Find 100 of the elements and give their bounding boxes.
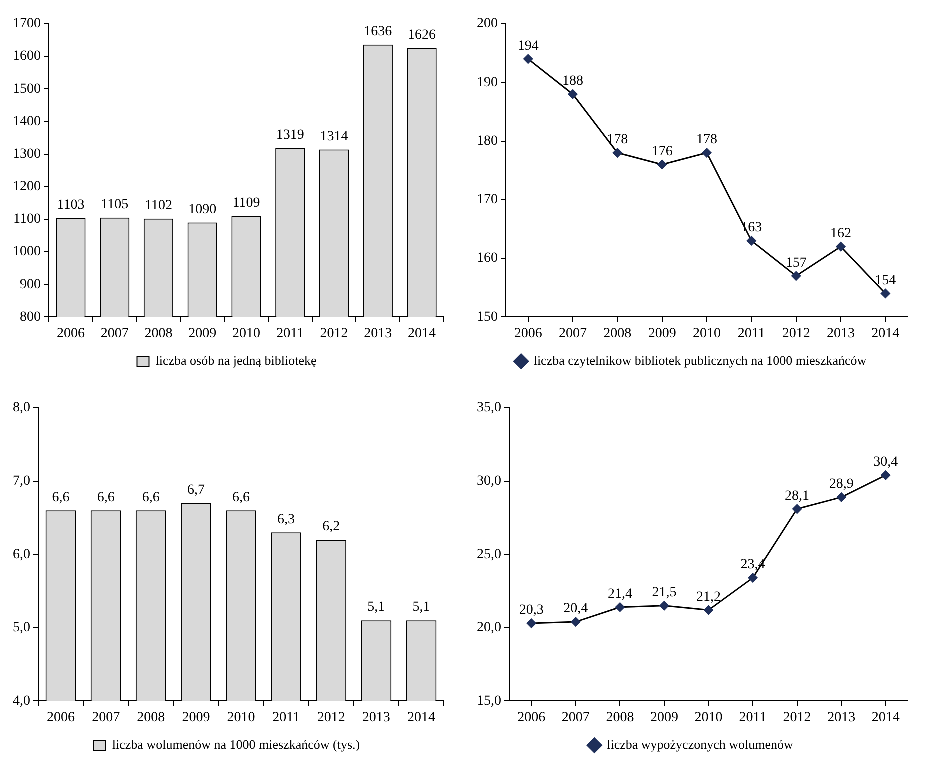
data-label: 1636 [364, 24, 392, 40]
data-label: 154 [875, 273, 896, 288]
y-tick-label: 180 [477, 134, 498, 149]
x-tick-label: 2011 [272, 710, 300, 726]
data-label: 6,6 [52, 490, 70, 506]
legend-label: liczba wolumenów na 1000 mieszkańców (tys.) [112, 736, 360, 752]
data-label: 194 [518, 38, 539, 54]
x-tick-label: 2013 [827, 326, 855, 342]
y-tick-label: 1500 [13, 82, 41, 97]
y-tick-label: 30,0 [477, 474, 502, 489]
x-tick-label: 2007 [562, 710, 590, 726]
x-tick-label: 2010 [227, 710, 256, 726]
x-tick-label: 2013 [828, 710, 856, 726]
x-tick-label: 2006 [47, 710, 76, 726]
x-tick-label: 2014 [872, 710, 900, 726]
data-label: 1105 [101, 198, 129, 213]
data-label: 1319 [276, 128, 304, 143]
data-label: 6,6 [97, 490, 115, 506]
x-tick-label: 2006 [518, 710, 546, 726]
x-tick-label: 2010 [694, 710, 723, 726]
data-label: 188 [562, 74, 584, 90]
x-tick-label: 2009 [650, 710, 678, 726]
y-tick-label: 15,0 [477, 694, 502, 709]
data-label: 5,1 [368, 600, 386, 616]
x-tick-label: 2012 [782, 326, 810, 342]
x-tick-label: 2010 [232, 326, 260, 342]
data-label: 30,4 [874, 455, 898, 470]
x-tick-label: 2014 [872, 326, 900, 342]
x-tick-label: 2012 [317, 710, 346, 726]
x-tick-label: 2008 [137, 710, 166, 726]
y-tick-label: 25,0 [477, 547, 502, 562]
y-tick-label: 200 [477, 16, 498, 32]
y-tick-label: 800 [20, 310, 41, 325]
data-label: 20,3 [519, 603, 544, 618]
x-tick-label: 2013 [362, 710, 390, 726]
y-tick-label: 190 [477, 75, 498, 90]
legend-label: liczba czytelnikow bibliotek publicznych na 1000 mieszkańców [534, 352, 868, 368]
data-label: 6,3 [278, 512, 296, 528]
data-label: 6,6 [142, 490, 160, 506]
x-tick-label: 2007 [92, 710, 120, 726]
data-label: 157 [786, 256, 807, 271]
x-tick-label: 2014 [407, 710, 436, 726]
x-tick-label: 2007 [100, 326, 129, 342]
y-tick-label: 35,0 [477, 400, 502, 416]
y-tick-label: 1400 [13, 114, 41, 130]
data-label: 178 [696, 132, 718, 148]
y-tick-label: 6,0 [13, 547, 30, 562]
x-tick-label: 2011 [738, 326, 766, 342]
x-tick-label: 2012 [783, 710, 812, 726]
legend-label: liczba osób na jedną bibliotekę [156, 352, 317, 368]
x-tick-label: 2008 [144, 326, 173, 342]
x-tick-label: 2014 [408, 326, 436, 342]
y-tick-label: 150 [477, 310, 498, 325]
data-label: 1103 [57, 198, 85, 214]
y-tick-label: 900 [20, 277, 41, 292]
data-label: 162 [830, 226, 852, 242]
x-tick-label: 2010 [693, 326, 721, 342]
data-label: 21,4 [608, 587, 632, 602]
x-tick-label: 2008 [604, 326, 632, 342]
x-tick-label: 2012 [320, 326, 348, 342]
x-tick-label: 2011 [276, 326, 304, 342]
y-tick-label: 5,0 [13, 620, 30, 636]
y-tick-label: 170 [477, 192, 498, 208]
x-tick-label: 2009 [182, 710, 210, 726]
y-tick-label: 1100 [14, 212, 41, 228]
y-tick-label: 8,0 [13, 400, 30, 416]
y-tick-label: 20,0 [477, 620, 502, 636]
data-label: 21,5 [652, 586, 677, 601]
data-label: 6,6 [232, 490, 250, 506]
y-tick-label: 7,0 [13, 474, 30, 489]
x-tick-label: 2009 [648, 326, 676, 342]
data-label: 28,1 [785, 488, 810, 504]
y-tick-label: 160 [477, 251, 498, 266]
x-tick-label: 2006 [514, 326, 542, 342]
legend-label: liczba wypożyczonych wolumenów [607, 736, 794, 752]
x-tick-label: 2007 [559, 326, 587, 342]
data-label: 28,9 [829, 477, 854, 492]
y-tick-label: 4,0 [13, 694, 30, 709]
x-tick-label: 2008 [606, 710, 634, 726]
x-tick-label: 2009 [188, 326, 217, 342]
data-label: 21,2 [696, 590, 721, 605]
y-tick-label: 1000 [13, 244, 41, 260]
data-label: 6,2 [322, 520, 340, 535]
data-label: 1090 [188, 202, 217, 218]
y-tick-label: 1200 [13, 180, 41, 195]
data-label: 20,4 [564, 602, 588, 617]
data-label: 1102 [144, 198, 172, 214]
y-tick-label: 1600 [13, 49, 41, 64]
y-tick-label: 1300 [13, 146, 41, 162]
x-tick-label: 2006 [56, 326, 85, 342]
y-tick-label: 1700 [13, 16, 41, 32]
x-tick-label: 2013 [364, 326, 392, 342]
data-label: 176 [652, 144, 673, 160]
data-label: 6,7 [187, 482, 205, 498]
data-label: 5,1 [412, 600, 430, 616]
x-tick-label: 2011 [739, 710, 767, 726]
data-label: 1109 [232, 196, 260, 212]
data-label: 1626 [408, 28, 436, 43]
data-label: 178 [607, 132, 628, 148]
data-label: 1314 [320, 129, 348, 144]
